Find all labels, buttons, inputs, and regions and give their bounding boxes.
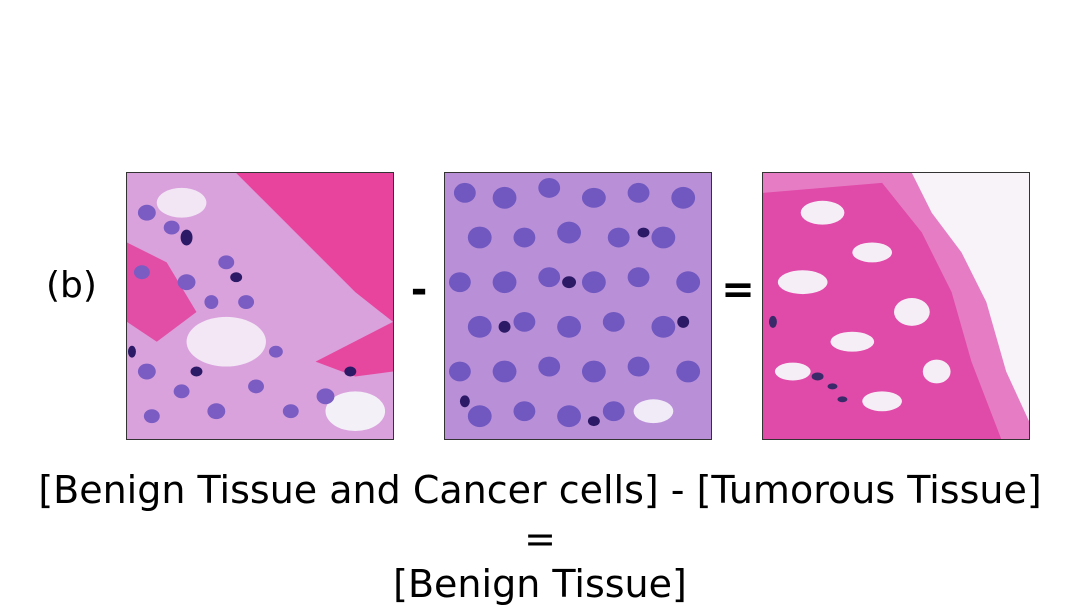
histology-image-a	[127, 173, 393, 439]
caption-line-2: =	[524, 517, 556, 561]
panel-label: (b)	[46, 265, 97, 306]
histology-image-c	[763, 173, 1029, 439]
benign-tissue-image	[762, 172, 1030, 440]
caption-line-3: [Benign Tissue]	[393, 562, 687, 606]
minus-operator: -	[410, 267, 428, 313]
tumorous-tissue-image	[444, 172, 712, 440]
benign-tissue-and-cancer-cells-image	[126, 172, 394, 440]
caption-line-1: [Benign Tissue and Cancer cells] - [Tumo…	[38, 468, 1042, 512]
histology-image-b	[445, 173, 711, 439]
equals-operator: =	[721, 267, 755, 313]
